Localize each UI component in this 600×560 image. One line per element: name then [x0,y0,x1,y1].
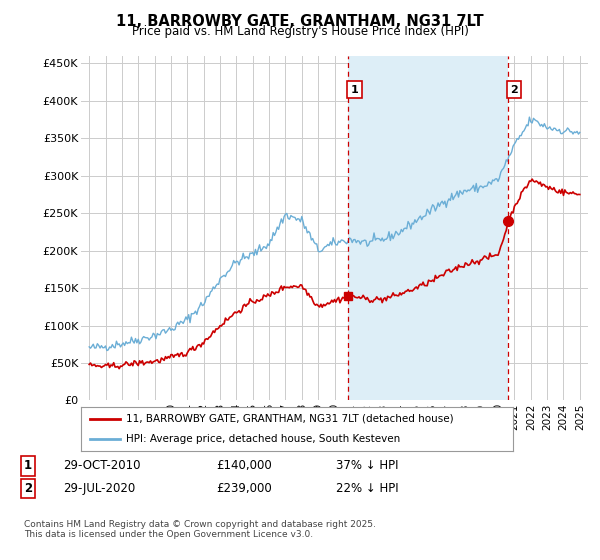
Text: 29-OCT-2010: 29-OCT-2010 [63,459,140,473]
Text: 2: 2 [24,482,32,495]
Text: 11, BARROWBY GATE, GRANTHAM, NG31 7LT (detached house): 11, BARROWBY GATE, GRANTHAM, NG31 7LT (d… [127,414,454,424]
Bar [348,56,508,400]
Text: 2: 2 [510,85,518,95]
Text: HPI: Average price, detached house, South Kesteven: HPI: Average price, detached house, Sout… [127,434,401,444]
Text: 22% ↓ HPI: 22% ↓ HPI [336,482,398,495]
Text: 1: 1 [350,85,358,95]
Text: Contains HM Land Registry data © Crown copyright and database right 2025.
This d: Contains HM Land Registry data © Crown c… [24,520,376,539]
Text: £239,000: £239,000 [216,482,272,495]
Text: 11, BARROWBY GATE, GRANTHAM, NG31 7LT: 11, BARROWBY GATE, GRANTHAM, NG31 7LT [116,14,484,29]
Text: Price paid vs. HM Land Registry's House Price Index (HPI): Price paid vs. HM Land Registry's House … [131,25,469,38]
Text: £140,000: £140,000 [216,459,272,473]
Text: 29-JUL-2020: 29-JUL-2020 [63,482,135,495]
Text: 1: 1 [24,459,32,473]
Text: 37% ↓ HPI: 37% ↓ HPI [336,459,398,473]
